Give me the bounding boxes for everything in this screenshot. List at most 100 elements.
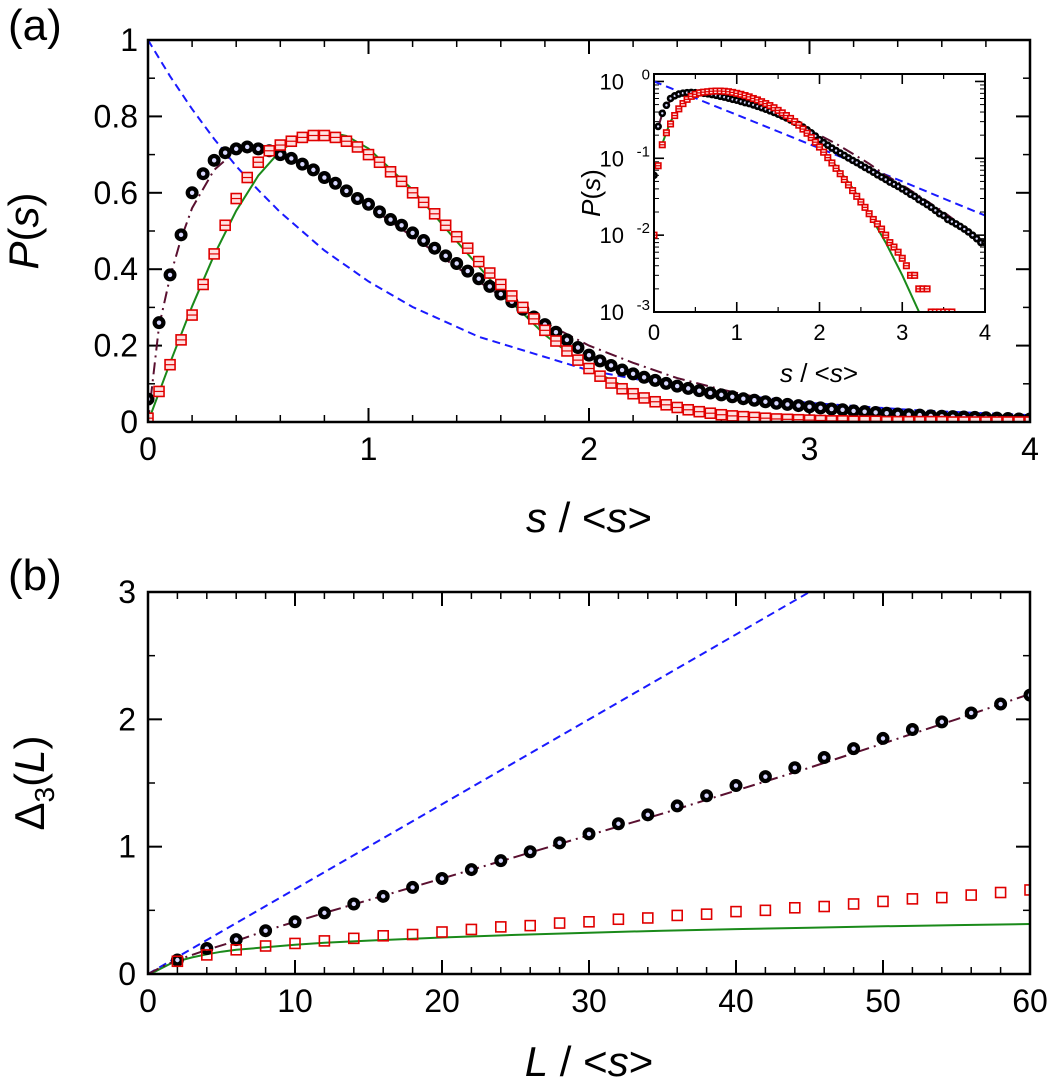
panel-a-xtick-label: 2	[580, 431, 598, 467]
panel-b-square-point	[935, 891, 948, 904]
panel-a-square-point	[814, 414, 827, 422]
panel-a-square-point	[991, 416, 1003, 422]
panel-a-circle-point	[604, 358, 618, 372]
panel-a-square-point	[384, 165, 397, 178]
panel-b-square-point	[641, 912, 654, 924]
panel-a-circle-point	[306, 163, 320, 177]
panel-a-ytick-label: 0.6	[94, 175, 138, 211]
inset-square-point	[807, 134, 815, 142]
panel-a-circle-point	[417, 234, 431, 248]
panel-a-circle-point	[295, 157, 309, 171]
panel-a-circle-point	[207, 153, 221, 167]
panel-a-square-point	[329, 131, 342, 144]
panel-a-square-point	[208, 248, 220, 260]
inset-series	[654, 80, 985, 312]
panel-a-square-point	[153, 385, 165, 398]
panel-a-square-point	[307, 129, 320, 142]
inset-circle-point	[662, 101, 671, 110]
panel-b-square-point	[700, 908, 713, 920]
panel-a-square-point	[373, 156, 386, 169]
panel-a-square-point	[148, 412, 154, 422]
panel-a-circle-point	[780, 397, 794, 411]
panel-b-circle-point	[464, 863, 478, 877]
inset-square-point	[886, 239, 894, 247]
inset-square-point	[911, 271, 919, 279]
panel-a-square-point	[241, 171, 254, 184]
panel-a-circle-point	[152, 316, 166, 330]
inset-square-point	[923, 285, 931, 293]
panel-a-square-point	[682, 403, 695, 416]
panel-b-label: (b)	[8, 551, 62, 600]
panel-a-circle-point	[185, 186, 199, 200]
panel-b-ytick-label: 3	[118, 574, 136, 610]
inset-ytick-exponent: 0	[642, 66, 650, 83]
panel-a-square-point	[164, 358, 176, 371]
inset-square-point	[815, 143, 824, 151]
panel-a-square-point	[340, 135, 353, 148]
panel-b-circle-point	[200, 942, 214, 956]
panel-a-square-point	[561, 345, 573, 357]
panel-b-square-point	[847, 898, 860, 910]
panel-b-circle-point	[435, 872, 449, 885]
inset-tick-labels: 0 1 2 3 4 10 -3 10 -2 10 -1 10 0	[600, 66, 992, 345]
panel-b-circle-point	[700, 789, 714, 803]
inset-ytick-label: 10	[600, 146, 624, 171]
panel-a-square-point	[517, 301, 529, 314]
panel-b-circle-point	[288, 915, 302, 929]
inset-ytick-label: 10	[600, 300, 624, 325]
inset-ytick-exponent: -3	[637, 297, 650, 314]
panel-a-square-point	[439, 219, 452, 232]
inset-square-point	[940, 308, 948, 312]
panel-a-square-point	[318, 129, 331, 142]
panel-a-square-point	[770, 413, 783, 422]
panel-b-square-point	[436, 926, 448, 938]
inset-square-point	[844, 181, 853, 189]
panel-b-ytick-label: 1	[118, 829, 136, 865]
panel-a-circle-point	[483, 279, 497, 293]
panel-a-circle-point	[736, 392, 750, 406]
panel-b-circle-point	[817, 751, 831, 765]
panel-a-square-point	[528, 313, 540, 325]
panel-b-circle-point	[905, 723, 919, 737]
panel-b-ylabel: Δ3(L)	[6, 736, 60, 831]
inset-square-point	[679, 100, 687, 108]
inset-square-point	[927, 308, 935, 312]
panel-a-label: (a)	[8, 1, 62, 50]
panel-b-square-point	[289, 937, 301, 950]
panel-a-square-point	[461, 242, 474, 254]
panel-a-square-point	[605, 377, 617, 389]
panel-b-ytick-label: 2	[118, 701, 136, 737]
panel-a-square-point	[671, 401, 684, 414]
panel-a-circle-point	[681, 381, 695, 395]
inset-square-point	[882, 231, 890, 239]
panel-a-square-point	[649, 395, 661, 408]
panel-b-xtick-label: 0	[139, 983, 157, 1019]
panel-b-square-point	[788, 901, 801, 914]
panel-a-circle-point	[350, 192, 364, 206]
inset-square-point	[675, 105, 683, 113]
panel-b-poisson-curve	[148, 592, 811, 974]
panel-b-circle-point	[523, 845, 537, 859]
panel-a-square-point	[660, 399, 672, 411]
inset-circle-point	[658, 109, 667, 118]
inset-square-point	[935, 308, 944, 312]
panel-a-square-point	[186, 309, 198, 321]
panel-b-frame	[146, 590, 1032, 976]
panel-a-circle-point	[362, 197, 375, 211]
inset-xtick-label: 0	[648, 320, 660, 345]
panel-a-circle-point	[428, 241, 442, 255]
panel-a-series	[148, 40, 1030, 422]
panel-b-xtick-label: 60	[1012, 983, 1048, 1019]
panel-a-ytick-label: 0.4	[94, 251, 138, 287]
panel-a-circle-point	[384, 213, 398, 227]
panel-a-square-point	[980, 416, 992, 422]
inset-square-point	[654, 162, 662, 170]
panel-b-square-point	[553, 917, 566, 929]
panel-b-xtick-label: 40	[718, 983, 754, 1019]
inset-square-point	[898, 254, 906, 262]
panel-a-square-point	[693, 405, 706, 418]
panel-a-ytick-label: 1	[120, 22, 138, 58]
panel-b-circle-point	[347, 897, 361, 911]
